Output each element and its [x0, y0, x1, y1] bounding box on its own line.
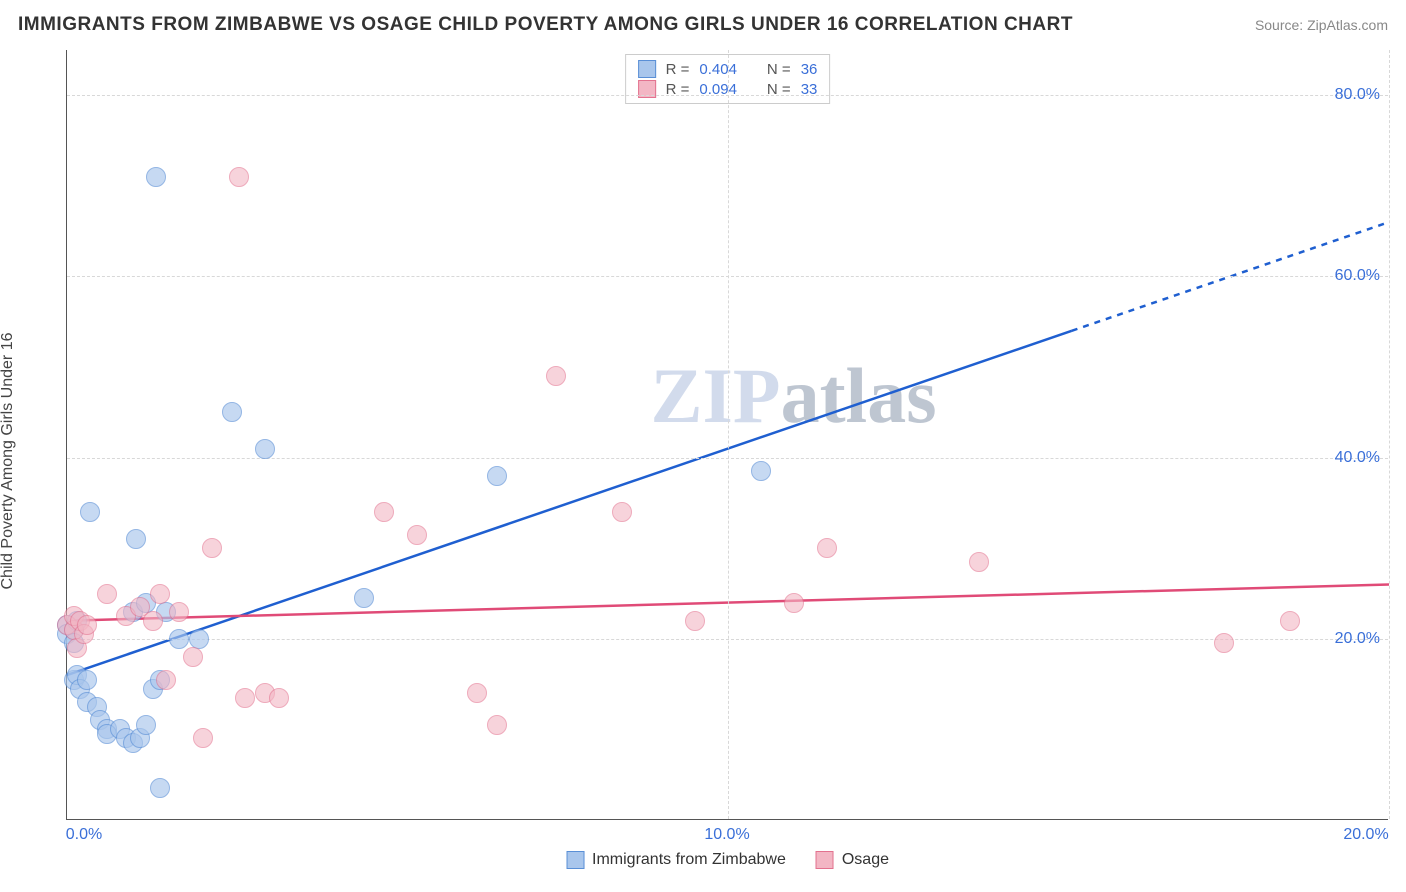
scatter-point	[487, 466, 507, 486]
legend-swatch	[566, 851, 584, 869]
scatter-point	[222, 402, 242, 422]
scatter-point	[685, 611, 705, 631]
scatter-point	[169, 629, 189, 649]
r-label: R =	[666, 61, 690, 78]
r-value: 0.404	[699, 61, 737, 78]
scatter-point	[255, 439, 275, 459]
scatter-point	[546, 366, 566, 386]
plot-area: ZIPatlas R =0.404N =36R =0.094N =33 Immi…	[66, 50, 1388, 820]
scatter-point	[354, 588, 374, 608]
scatter-point	[751, 461, 771, 481]
ytick-label: 60.0%	[1335, 267, 1380, 285]
scatter-point	[80, 502, 100, 522]
scatter-point	[126, 529, 146, 549]
trend-line	[67, 331, 1072, 675]
legend-series-name: Immigrants from Zimbabwe	[592, 851, 786, 869]
scatter-point	[407, 525, 427, 545]
gridline-v	[728, 50, 729, 819]
scatter-point	[193, 728, 213, 748]
scatter-point	[136, 715, 156, 735]
n-value: 36	[801, 61, 818, 78]
scatter-point	[374, 502, 394, 522]
gridline-v	[1389, 50, 1390, 819]
scatter-point	[202, 538, 222, 558]
legend-swatch	[816, 851, 834, 869]
scatter-point	[1214, 633, 1234, 653]
scatter-point	[969, 552, 989, 572]
legend-series-name: Osage	[842, 851, 889, 869]
scatter-point	[156, 670, 176, 690]
ytick-label: 80.0%	[1335, 86, 1380, 104]
legend-bottom-item: Osage	[816, 851, 889, 869]
scatter-point	[467, 683, 487, 703]
scatter-point	[77, 615, 97, 635]
scatter-point	[1280, 611, 1300, 631]
scatter-point	[183, 647, 203, 667]
title-bar: IMMIGRANTS FROM ZIMBABWE VS OSAGE CHILD …	[18, 14, 1388, 36]
scatter-point	[143, 611, 163, 631]
legend-swatch	[638, 60, 656, 78]
plot-wrap: Child Poverty Among Girls Under 16 ZIPat…	[18, 50, 1388, 872]
ytick-label: 20.0%	[1335, 630, 1380, 648]
scatter-point	[97, 584, 117, 604]
n-label: N =	[767, 61, 791, 78]
scatter-point	[146, 167, 166, 187]
scatter-point	[150, 778, 170, 798]
scatter-point	[235, 688, 255, 708]
scatter-point	[169, 602, 189, 622]
scatter-point	[269, 688, 289, 708]
xtick-label: 10.0%	[704, 826, 749, 844]
y-axis-label: Child Poverty Among Girls Under 16	[0, 333, 17, 590]
source-label: Source: ZipAtlas.com	[1255, 17, 1388, 33]
legend-bottom-item: Immigrants from Zimbabwe	[566, 851, 786, 869]
chart-title: IMMIGRANTS FROM ZIMBABWE VS OSAGE CHILD …	[18, 14, 1073, 36]
scatter-point	[612, 502, 632, 522]
scatter-point	[189, 629, 209, 649]
ytick-label: 40.0%	[1335, 449, 1380, 467]
scatter-point	[487, 715, 507, 735]
scatter-point	[229, 167, 249, 187]
scatter-point	[817, 538, 837, 558]
scatter-point	[77, 670, 97, 690]
scatter-point	[784, 593, 804, 613]
xtick-label: 0.0%	[66, 826, 102, 844]
xtick-label: 20.0%	[1343, 826, 1388, 844]
legend-bottom: Immigrants from Zimbabwe Osage	[566, 851, 889, 869]
scatter-point	[150, 584, 170, 604]
